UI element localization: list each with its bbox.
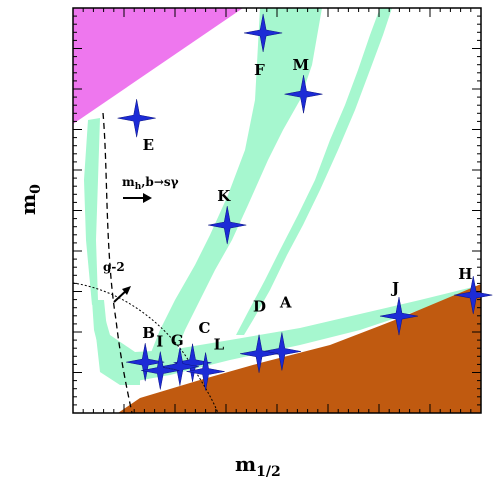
annotation-mh-bsgamma: mh,b→sγ — [122, 175, 179, 192]
benchmark-label-c: C — [199, 319, 211, 337]
green-allowed-band — [84, 8, 481, 385]
benchmark-points: A B C D E F G H I J K L M — [117, 13, 493, 391]
benchmark-label-f: F — [254, 61, 265, 79]
regions — [73, 8, 481, 413]
mh-bsgamma-arrow — [123, 193, 152, 203]
benchmark-label-e: E — [143, 136, 154, 154]
benchmark-star-h — [454, 276, 493, 315]
benchmark-label-k: K — [217, 187, 231, 205]
benchmark-label-h: H — [458, 265, 472, 283]
y-axis-label-sub: 0 — [28, 184, 44, 194]
y-axis-label-main: m — [16, 194, 40, 215]
benchmark-label-m: M — [293, 56, 310, 74]
benchmark-star-g — [160, 347, 199, 386]
benchmark-label-a: A — [279, 293, 292, 311]
benchmark-star-j — [379, 297, 419, 336]
benchmark-star-b — [126, 343, 165, 382]
benchmark-star-c — [173, 343, 212, 382]
axis-ticks — [73, 8, 481, 413]
benchmark-star-e — [117, 99, 156, 138]
benchmark-label-l: L — [214, 336, 225, 354]
benchmark-label-i: I — [156, 333, 163, 351]
x-axis-label: m1/2 — [235, 452, 281, 480]
g-2-arrow — [113, 286, 131, 303]
benchmark-star-l — [186, 352, 225, 391]
benchmark-star-a — [262, 332, 301, 371]
benchmark-star-f — [244, 13, 283, 52]
benchmark-label-d: D — [253, 298, 266, 316]
mh-bsgamma-boundary — [102, 112, 133, 413]
benchmark-label-b: B — [142, 324, 155, 342]
orange-excluded-region — [118, 284, 481, 413]
benchmark-label-g: G — [171, 332, 184, 350]
pink-excluded-region — [73, 8, 243, 124]
benchmark-star-k — [208, 206, 247, 245]
benchmark-label-j: J — [390, 279, 399, 297]
benchmark-star-m — [284, 75, 323, 114]
benchmark-star-i — [141, 351, 180, 390]
benchmark-star-d — [240, 334, 279, 373]
svg-text:m0: m0 — [16, 184, 44, 215]
annotation-g-2: g-2 — [103, 260, 125, 274]
y-axis-label: m0 — [16, 184, 44, 215]
g-2-boundary — [73, 282, 219, 413]
